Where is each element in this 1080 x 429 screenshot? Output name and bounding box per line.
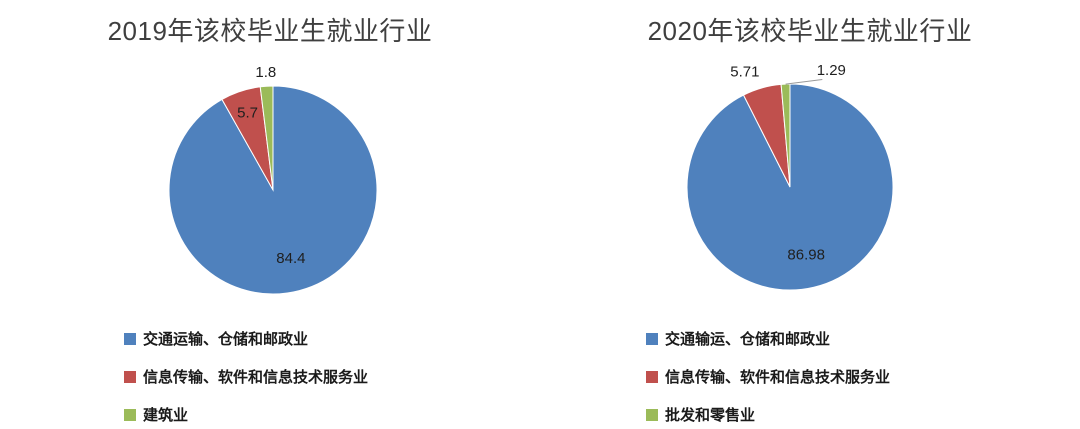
legend-swatch-blue: [646, 332, 658, 345]
legend-label: 批发和零售业: [665, 407, 756, 424]
chart-2019-panel: 2019年该校毕业生就业行业 84.4 5.7 1.8 交通运输、仓储和邮政业 信息…: [0, 16, 540, 425]
chart-2020-legend: 交通输运、仓储和邮政业 信息传输、软件和信息技术服务业 批发和零售业: [540, 328, 1080, 425]
pie-data-label: 1.8: [255, 64, 276, 81]
pie-2019: 84.4 5.7 1.8: [168, 64, 378, 295]
pie-data-label: 1.29: [817, 62, 846, 79]
legend-label: 交通运输、仓储和邮政业: [143, 331, 309, 348]
pie-slice: [168, 85, 378, 295]
chart-2020-panel: 2020年该校毕业生就业行业 86.98 5.71 1.29 交通输运、仓储和邮政业…: [540, 0, 1080, 429]
legend-swatch-red: [124, 370, 136, 383]
legend-swatch-green: [124, 408, 136, 421]
pie-data-label: 86.98: [787, 247, 825, 264]
legend-item-it: 信息传输、软件和信息技术服务业: [124, 366, 540, 387]
pie-2020: 86.98 5.71 1.29: [686, 62, 894, 291]
chart-2020-title: 2020年该校毕业生就业行业: [647, 16, 973, 46]
label-leader-line: [785, 79, 823, 85]
legend-swatch-red: [646, 370, 658, 383]
legend-swatch-green: [646, 408, 658, 421]
legend-item-transport: 交通运输、仓储和邮政业: [124, 328, 540, 349]
legend-item-it: 信息传输、软件和信息技术服务业: [646, 366, 1080, 387]
chart-2019-legend: 交通运输、仓储和邮政业 信息传输、软件和信息技术服务业 建筑业: [0, 328, 540, 425]
legend-item-transport: 交通输运、仓储和邮政业: [646, 328, 1080, 349]
legend-item-wholesale-retail: 批发和零售业: [646, 404, 1080, 425]
pie-data-label: 5.7: [237, 104, 258, 121]
legend-label: 信息传输、软件和信息技术服务业: [143, 369, 369, 386]
pie-data-label: 5.71: [730, 63, 759, 80]
legend-item-construction: 建筑业: [124, 404, 540, 425]
legend-label: 交通输运、仓储和邮政业: [665, 331, 831, 348]
legend-swatch-blue: [124, 332, 136, 345]
chart-2019-title: 2019年该校毕业生就业行业: [107, 16, 433, 46]
pie-data-label: 84.4: [276, 250, 305, 267]
pie-slice: [259, 85, 274, 191]
legend-label: 信息传输、软件和信息技术服务业: [665, 369, 891, 386]
legend-label: 建筑业: [143, 407, 189, 424]
